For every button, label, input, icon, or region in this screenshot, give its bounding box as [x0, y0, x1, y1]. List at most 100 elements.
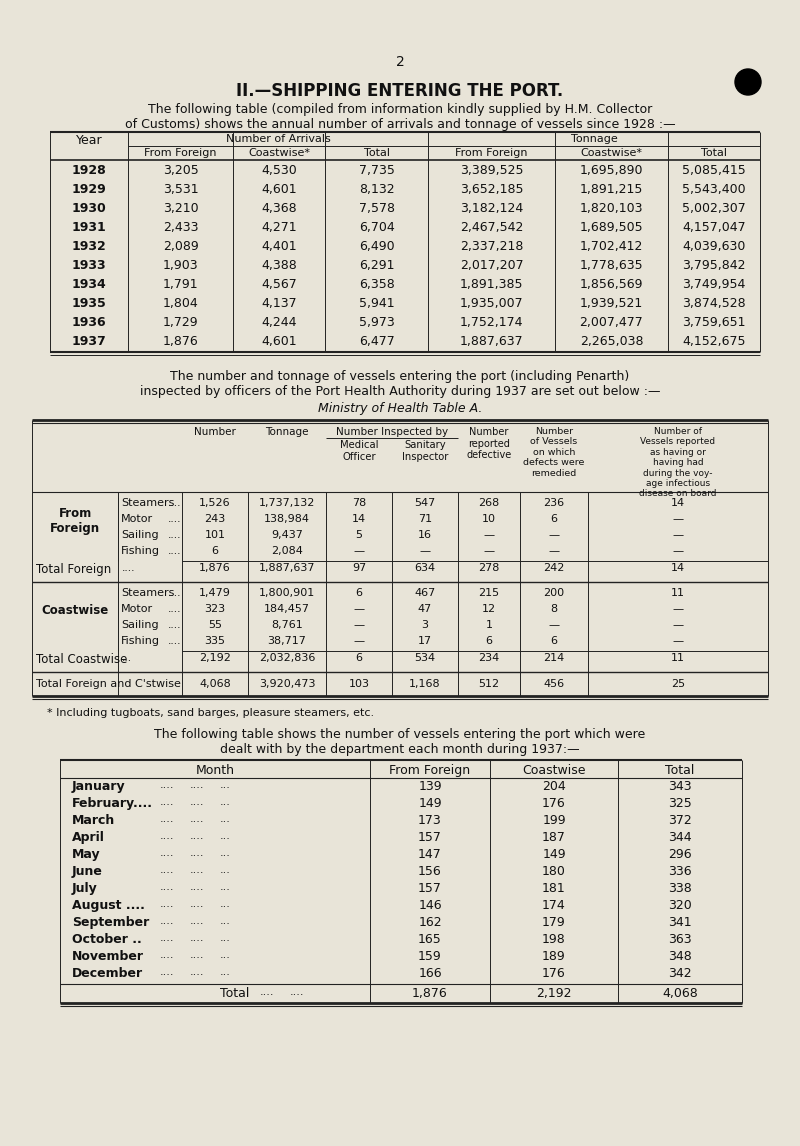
- Text: 1931: 1931: [72, 221, 106, 234]
- Text: Motor: Motor: [121, 604, 153, 614]
- Text: Medical
Officer: Medical Officer: [340, 440, 378, 462]
- Text: ...: ...: [220, 967, 231, 978]
- Text: ....: ....: [168, 588, 182, 598]
- Text: 1,689,505: 1,689,505: [580, 221, 643, 234]
- Text: 3: 3: [422, 620, 429, 630]
- Text: 165: 165: [418, 933, 442, 945]
- Text: 1,939,521: 1,939,521: [580, 297, 643, 311]
- Text: Coastwise*: Coastwise*: [248, 148, 310, 158]
- Text: 1,695,890: 1,695,890: [580, 164, 643, 176]
- Text: ....: ....: [160, 967, 174, 978]
- Text: 3,182,124: 3,182,124: [460, 202, 523, 215]
- Text: ....: ....: [190, 848, 205, 858]
- Text: 363: 363: [668, 933, 692, 945]
- Text: —: —: [419, 545, 430, 556]
- Text: 1,876: 1,876: [199, 563, 231, 573]
- Text: 139: 139: [418, 780, 442, 793]
- Text: —: —: [549, 620, 559, 630]
- Text: 149: 149: [418, 796, 442, 810]
- Text: 1,791: 1,791: [162, 278, 198, 291]
- Text: 6: 6: [211, 545, 218, 556]
- Text: ...: ...: [220, 796, 231, 807]
- Text: Number: Number: [194, 427, 236, 437]
- Text: Tonnage: Tonnage: [266, 427, 309, 437]
- Text: 243: 243: [204, 515, 226, 524]
- Text: —: —: [354, 620, 365, 630]
- Text: 6: 6: [355, 588, 362, 598]
- Text: 2,089: 2,089: [162, 240, 198, 253]
- Text: ...: ...: [220, 865, 231, 876]
- Text: 1,887,637: 1,887,637: [460, 335, 523, 348]
- Text: 214: 214: [543, 653, 565, 664]
- Text: 1,856,569: 1,856,569: [580, 278, 643, 291]
- Text: February....: February....: [72, 796, 153, 810]
- Text: 1: 1: [486, 620, 493, 630]
- Text: 5,085,415: 5,085,415: [682, 164, 746, 176]
- Text: 189: 189: [542, 950, 566, 963]
- Text: 1935: 1935: [72, 297, 106, 311]
- Text: From Foreign: From Foreign: [455, 148, 528, 158]
- Text: 3,759,651: 3,759,651: [682, 316, 746, 329]
- Text: —: —: [549, 545, 559, 556]
- Text: of Customs) shows the annual number of arrivals and tonnage of vessels since 192: of Customs) shows the annual number of a…: [125, 118, 675, 131]
- Text: Year: Year: [76, 134, 102, 147]
- Text: 204: 204: [542, 780, 566, 793]
- Text: ...: ...: [220, 831, 231, 841]
- Text: 1,729: 1,729: [162, 316, 198, 329]
- Text: ....: ....: [190, 831, 205, 841]
- Text: 146: 146: [418, 898, 442, 912]
- Text: 176: 176: [542, 796, 566, 810]
- Text: Month: Month: [195, 764, 234, 777]
- Text: 179: 179: [542, 916, 566, 929]
- Text: 187: 187: [542, 831, 566, 843]
- Text: 149: 149: [542, 848, 566, 861]
- Text: 236: 236: [543, 499, 565, 508]
- Text: 1932: 1932: [72, 240, 106, 253]
- Text: 242: 242: [543, 563, 565, 573]
- Text: 3,531: 3,531: [162, 183, 198, 196]
- Text: ....: ....: [190, 898, 205, 909]
- Text: 7,578: 7,578: [358, 202, 394, 215]
- Text: Total: Total: [666, 764, 694, 777]
- Text: 512: 512: [478, 678, 499, 689]
- Text: ...: ...: [220, 933, 231, 943]
- Text: 97: 97: [352, 563, 366, 573]
- Text: 162: 162: [418, 916, 442, 929]
- Text: ....: ....: [160, 831, 174, 841]
- Text: —: —: [673, 604, 683, 614]
- Text: 5,973: 5,973: [358, 316, 394, 329]
- Text: —: —: [673, 515, 683, 524]
- Text: 467: 467: [414, 588, 436, 598]
- Text: 1,820,103: 1,820,103: [580, 202, 643, 215]
- Text: 8: 8: [550, 604, 558, 614]
- Text: The number and tonnage of vessels entering the port (including Penarth): The number and tonnage of vessels enteri…: [170, 370, 630, 383]
- Text: —: —: [354, 636, 365, 646]
- Text: 3,652,185: 3,652,185: [460, 183, 523, 196]
- Text: 55: 55: [208, 620, 222, 630]
- Text: 200: 200: [543, 588, 565, 598]
- Text: 199: 199: [542, 814, 566, 827]
- Text: 181: 181: [542, 882, 566, 895]
- Text: From Foreign: From Foreign: [390, 764, 470, 777]
- Text: 166: 166: [418, 967, 442, 980]
- Text: 9,437: 9,437: [271, 529, 303, 540]
- Text: —: —: [354, 545, 365, 556]
- Text: Tonnage: Tonnage: [570, 134, 618, 144]
- Text: 138,984: 138,984: [264, 515, 310, 524]
- Text: 348: 348: [668, 950, 692, 963]
- Text: 1,876: 1,876: [412, 987, 448, 1000]
- Text: 341: 341: [668, 916, 692, 929]
- Text: —: —: [673, 545, 683, 556]
- Text: 3,210: 3,210: [162, 202, 198, 215]
- Text: 4,068: 4,068: [662, 987, 698, 1000]
- Text: ....: ....: [122, 563, 135, 573]
- Text: 4,137: 4,137: [261, 297, 297, 311]
- Text: 1928: 1928: [72, 164, 106, 176]
- Text: 159: 159: [418, 950, 442, 963]
- Circle shape: [735, 69, 761, 95]
- Text: March: March: [72, 814, 115, 827]
- Text: 1930: 1930: [72, 202, 106, 215]
- Text: 4,244: 4,244: [262, 316, 297, 329]
- Text: 325: 325: [668, 796, 692, 810]
- Text: 4,567: 4,567: [261, 278, 297, 291]
